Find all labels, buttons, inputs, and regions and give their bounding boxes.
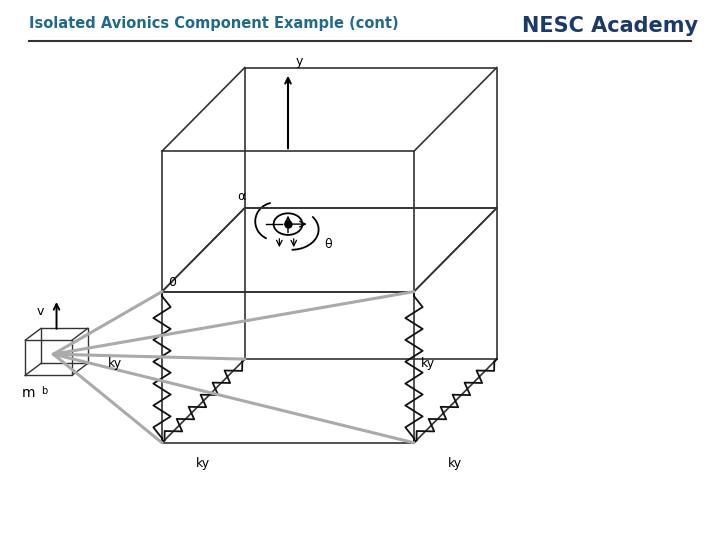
- Text: ky: ky: [197, 457, 210, 470]
- Text: NESC Academy: NESC Academy: [522, 16, 698, 36]
- Text: y: y: [295, 55, 302, 68]
- Text: α: α: [238, 190, 246, 203]
- Text: b: b: [41, 386, 48, 396]
- Text: 0: 0: [168, 276, 176, 289]
- Text: ky: ky: [108, 357, 122, 370]
- Text: v: v: [36, 305, 44, 319]
- Text: Isolated Avionics Component Example (cont): Isolated Avionics Component Example (con…: [29, 16, 398, 31]
- Text: θ: θ: [324, 238, 332, 252]
- Text: ky: ky: [449, 457, 462, 470]
- Text: ky: ky: [421, 357, 436, 370]
- Text: m: m: [22, 386, 35, 400]
